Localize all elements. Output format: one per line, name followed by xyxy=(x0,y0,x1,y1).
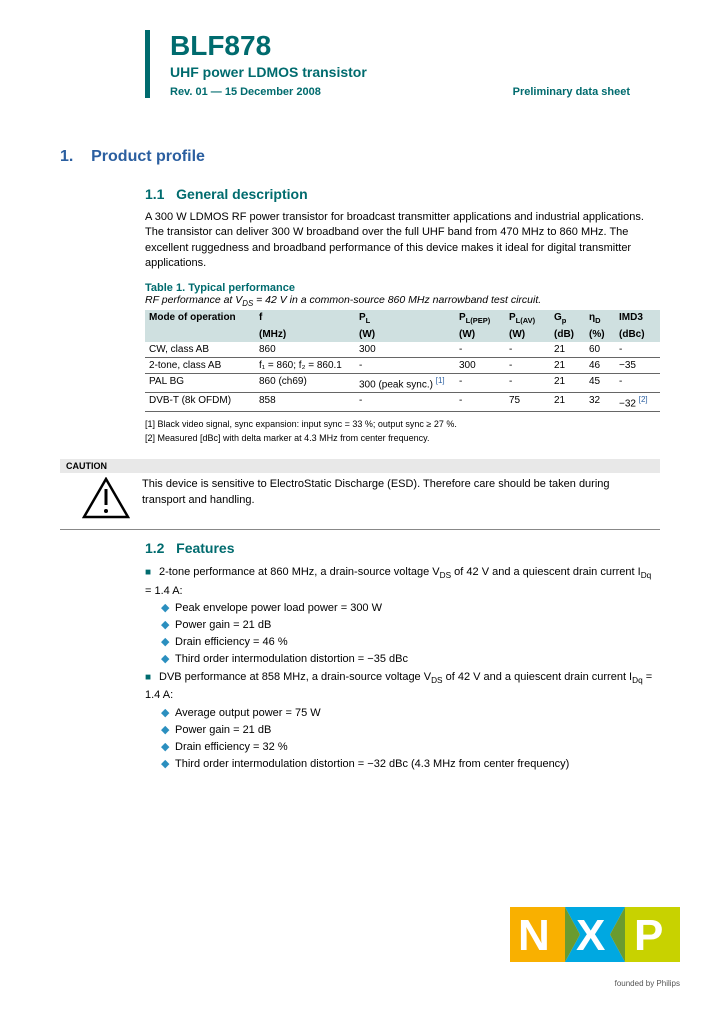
table-1-title: Table 1. Typical performance xyxy=(145,282,660,294)
table-header-row-2: (MHz) (W) (W) (W) (dB) (%) (dBc) xyxy=(145,327,660,342)
caution-block: This device is sensitive to ElectroStati… xyxy=(60,477,660,530)
features-list: ■2-tone performance at 860 MHz, a drain-… xyxy=(145,564,660,772)
revision-text: Rev. 01 — 15 December 2008 xyxy=(170,86,321,98)
feature-group-2: ■DVB performance at 858 MHz, a drain-sou… xyxy=(145,669,660,705)
feature-item: ◆Power gain = 21 dB xyxy=(145,617,660,634)
section-1-1-heading: 1.1 General description xyxy=(145,186,660,202)
feature-item: ◆Peak envelope power load power = 300 W xyxy=(145,600,660,617)
section-1-2-heading: 1.2 Features xyxy=(145,540,660,556)
warning-icon xyxy=(82,477,130,519)
footnote-2: [2] Measured [dBc] with delta marker at … xyxy=(145,432,660,446)
feature-item: ◆Power gain = 21 dB xyxy=(145,722,660,739)
feature-group-1: ■2-tone performance at 860 MHz, a drain-… xyxy=(145,564,660,600)
footnote-ref-1[interactable]: [1] xyxy=(436,376,445,385)
table-row: PAL BG 860 (ch69) 300 (peak sync.) [1] -… xyxy=(145,373,660,392)
caution-text: This device is sensitive to ElectroStati… xyxy=(142,477,650,508)
page: BLF878 UHF power LDMOS transistor Rev. 0… xyxy=(0,0,720,773)
caution-label: CAUTION xyxy=(60,459,660,473)
footnote-1: [1] Black video signal, sync expansion: … xyxy=(145,418,660,432)
part-number: BLF878 xyxy=(170,30,660,62)
general-description-body: A 300 W LDMOS RF power transistor for br… xyxy=(145,210,650,272)
table-1-caption: RF performance at VDS = 42 V in a common… xyxy=(145,294,660,308)
doc-subtitle: UHF power LDMOS transistor xyxy=(170,64,660,80)
feature-item: ◆Drain efficiency = 46 % xyxy=(145,634,660,651)
feature-item: ◆Third order intermodulation distortion … xyxy=(145,651,660,668)
table-header-row-1: Mode of operation f PL PL(PEP) PL(AV) Gp… xyxy=(145,310,660,327)
doc-type: Preliminary data sheet xyxy=(513,86,630,98)
nxp-logo-icon: N X P xyxy=(510,902,680,972)
table-row: 2-tone, class AB f₁ = 860; f₂ = 860.1 - … xyxy=(145,357,660,373)
nxp-logo: N X P founded by Philips xyxy=(510,902,680,988)
svg-text:P: P xyxy=(634,911,663,960)
feature-item: ◆Average output power = 75 W xyxy=(145,705,660,722)
table-row: CW, class AB 860 300 - - 21 60 - xyxy=(145,342,660,358)
logo-tagline: founded by Philips xyxy=(510,979,680,988)
svg-text:X: X xyxy=(576,911,605,960)
performance-table: Mode of operation f PL PL(PEP) PL(AV) Gp… xyxy=(145,310,660,413)
section-1-heading: 1. Product profile xyxy=(60,148,660,166)
svg-text:N: N xyxy=(518,911,550,960)
table-footnotes: [1] Black video signal, sync expansion: … xyxy=(145,418,660,445)
footnote-ref-2[interactable]: [2] xyxy=(639,395,648,404)
rev-line: Rev. 01 — 15 December 2008 Preliminary d… xyxy=(170,86,630,98)
feature-item: ◆Drain efficiency = 32 % xyxy=(145,739,660,756)
feature-item: ◆Third order intermodulation distortion … xyxy=(145,756,660,773)
table-row: DVB-T (8k OFDM) 858 - - 75 21 32 −32 [2] xyxy=(145,392,660,411)
doc-header: BLF878 UHF power LDMOS transistor Rev. 0… xyxy=(145,30,660,98)
